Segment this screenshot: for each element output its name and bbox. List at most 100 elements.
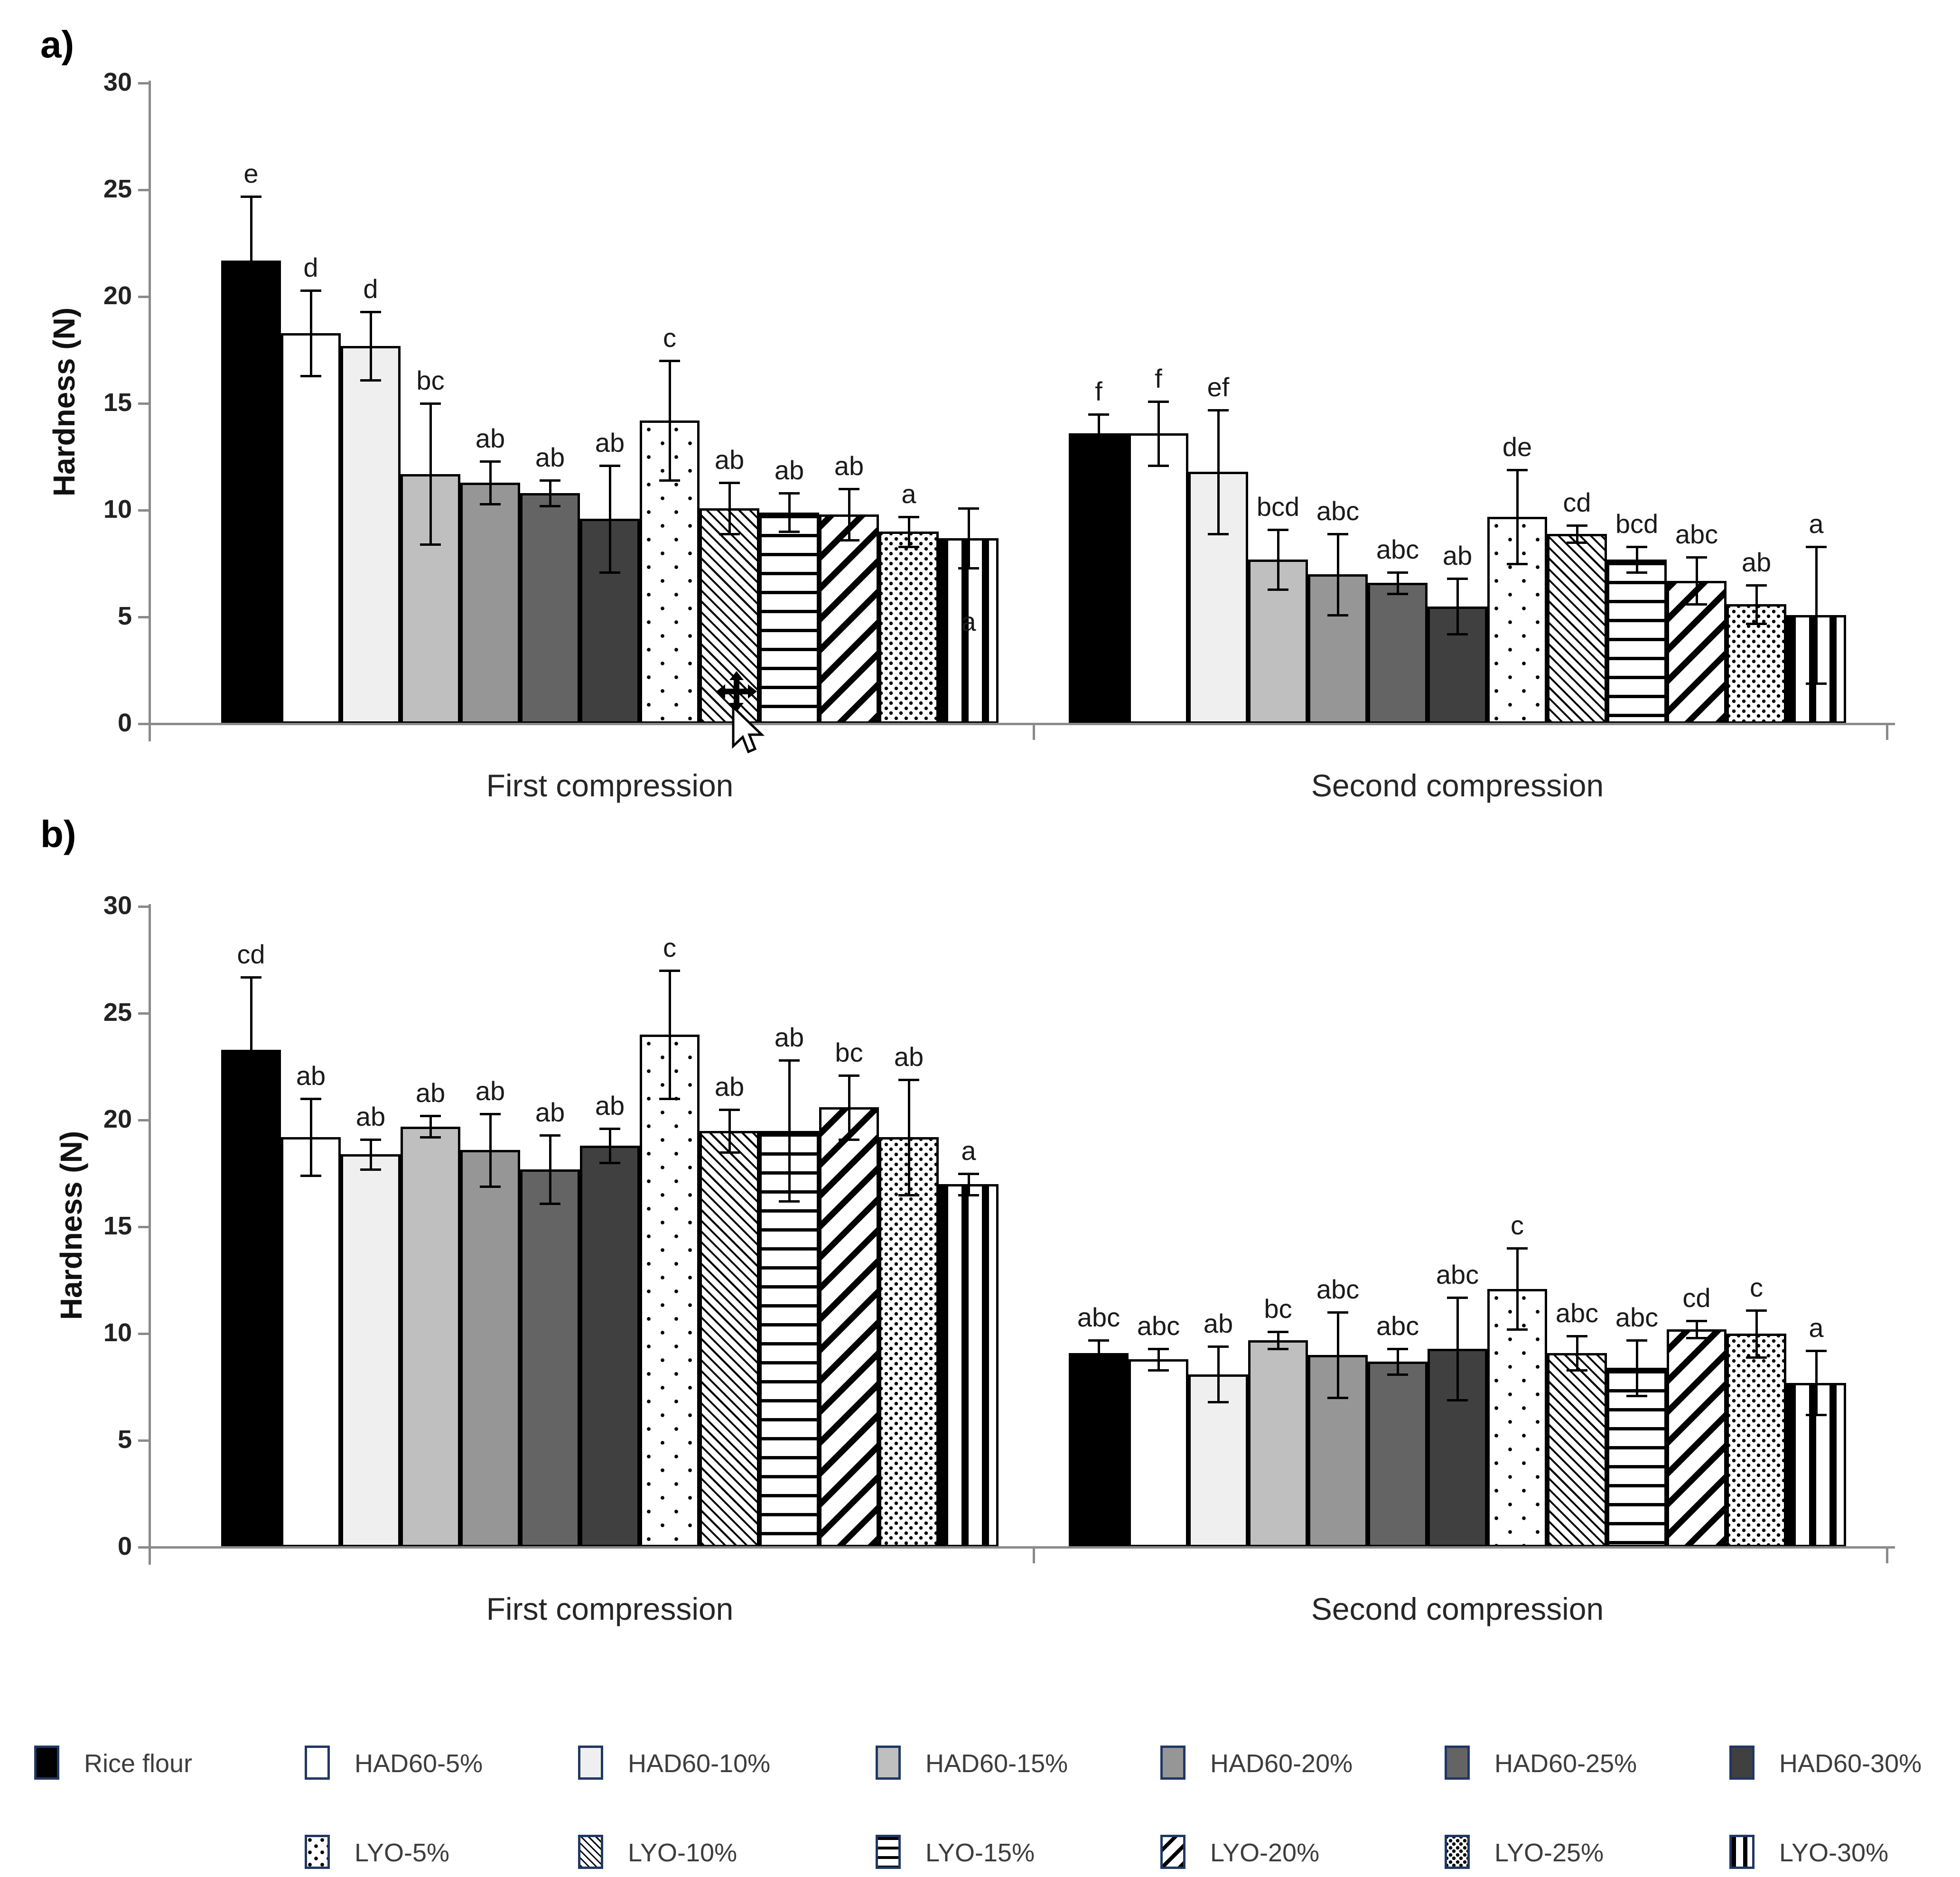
error-cap-bottom bbox=[1507, 1328, 1528, 1331]
error-bar-had60-25 bbox=[549, 1135, 551, 1204]
sig-letter-lyo-25-group2: c bbox=[1750, 1272, 1763, 1302]
error-bar-lyo-30 bbox=[968, 1173, 970, 1195]
y-tick-label: 0 bbox=[117, 709, 132, 737]
legend-label-had60-20: HAD60-20% bbox=[1210, 1749, 1353, 1778]
error-cap-bottom bbox=[1088, 1364, 1109, 1367]
error-cap-bottom bbox=[540, 1202, 560, 1205]
error-cap-top bbox=[241, 976, 261, 979]
error-bar-lyo-10 bbox=[1576, 1335, 1578, 1370]
error-cap-bottom bbox=[779, 531, 800, 533]
error-bar-lyo-5 bbox=[669, 971, 671, 1099]
legend-swatch-lyo-25 bbox=[1445, 1835, 1470, 1869]
sig-letter-had60-5-group2: f bbox=[1155, 363, 1162, 393]
sig-letter-lyo-10-group2: cd bbox=[1563, 487, 1591, 517]
error-bar-lyo-5 bbox=[1516, 1248, 1519, 1329]
error-cap-bottom bbox=[241, 1121, 261, 1124]
error-cap-bottom bbox=[659, 1098, 680, 1100]
error-bar-had60-25 bbox=[549, 480, 551, 506]
bar-lyo-25-group2 bbox=[1727, 604, 1786, 724]
y-tick bbox=[138, 1439, 149, 1442]
y-tick bbox=[138, 82, 149, 84]
error-cap-top bbox=[898, 515, 919, 518]
error-cap-top bbox=[599, 1128, 620, 1130]
mouse-cursor-overlay bbox=[716, 671, 765, 754]
sig-letter-lyo-25-group2: ab bbox=[1741, 547, 1772, 577]
error-bar-lyo-15 bbox=[788, 1060, 791, 1201]
error-cap-bottom bbox=[1626, 571, 1647, 574]
sig-letter-lyo-10-group1: ab bbox=[714, 1071, 745, 1102]
sig-letter-lyo-5-group1: c bbox=[663, 933, 676, 962]
sig-letter-lyo-25-group1: a bbox=[901, 478, 916, 509]
bar-had60-25-group2 bbox=[1368, 1361, 1428, 1547]
y-tick bbox=[138, 189, 149, 191]
sig-letter-had60-10-group1: d bbox=[363, 273, 378, 304]
sig-letter-had60-20-group1: ab bbox=[475, 1075, 505, 1106]
error-cap-bottom bbox=[1686, 603, 1707, 606]
sig-letter-had60-30-group2: abc bbox=[1436, 1259, 1479, 1289]
legend-swatch-lyo-10 bbox=[578, 1835, 603, 1869]
error-bar-lyo-20 bbox=[1696, 1321, 1698, 1338]
error-cap-bottom bbox=[420, 543, 441, 546]
error-bar-lyo-30 bbox=[1815, 546, 1818, 683]
y-tick bbox=[138, 906, 149, 908]
sig-letter-rice-flour-group1: cd bbox=[237, 939, 265, 969]
error-bar-lyo-25 bbox=[1755, 585, 1758, 624]
legend-label-lyo-5: LYO-5% bbox=[355, 1839, 450, 1867]
legend-label-rice-flour: Rice flour bbox=[84, 1749, 193, 1778]
error-cap-bottom bbox=[1268, 1347, 1288, 1350]
bar-had60-5-group2 bbox=[1129, 433, 1188, 724]
error-cap-bottom bbox=[898, 1194, 919, 1196]
error-cap-bottom bbox=[1746, 622, 1767, 625]
sig-letter-had60-15-group1: ab bbox=[415, 1078, 446, 1108]
error-cap-top bbox=[779, 1059, 800, 1062]
error-cap-top bbox=[1447, 578, 1468, 580]
sig-letter-had60-15-group2: bcd bbox=[1256, 491, 1300, 522]
y-tick-label: 30 bbox=[103, 68, 132, 96]
error-bar-had60-10 bbox=[370, 311, 372, 380]
error-cap-top bbox=[1686, 1320, 1707, 1322]
sig-letter-had60-20-group1: ab bbox=[475, 423, 505, 453]
bar-lyo-10-group1 bbox=[700, 508, 759, 724]
bar-had60-15-group2 bbox=[1248, 1340, 1308, 1547]
error-cap-bottom bbox=[241, 323, 261, 326]
sig-letter-had60-30-group1: ab bbox=[595, 1091, 625, 1121]
sig-letter-lyo-15-group1: ab bbox=[774, 1022, 804, 1052]
sig-letter-lyo-20-group1: bc bbox=[835, 1037, 863, 1067]
y-tick bbox=[138, 616, 149, 618]
y-tick-label: 5 bbox=[117, 602, 132, 630]
y-tick-label: 10 bbox=[103, 1318, 132, 1347]
category-label-second-compression: Second compression bbox=[1311, 1591, 1604, 1626]
error-bar-lyo-25 bbox=[908, 1079, 910, 1195]
bar-had60-10-group1 bbox=[341, 346, 401, 724]
bar-lyo-25-group1 bbox=[879, 532, 939, 724]
bar-rice-flour-group2 bbox=[1069, 1353, 1129, 1547]
error-cap-top bbox=[958, 507, 979, 510]
error-cap-top bbox=[1746, 1309, 1767, 1312]
error-cap-top bbox=[1387, 571, 1408, 574]
sig-letter-lyo-25-group1: ab bbox=[894, 1041, 924, 1072]
y-tick-label: 5 bbox=[117, 1425, 132, 1454]
y-tick bbox=[138, 509, 149, 512]
error-bar-lyo-10 bbox=[728, 1109, 731, 1152]
legend-swatch-lyo-5 bbox=[305, 1835, 330, 1869]
bar-had60-20-group1 bbox=[460, 1150, 520, 1547]
bar-lyo-20-group1 bbox=[819, 514, 879, 724]
sig-letter-had60-10-group2: ab bbox=[1203, 1308, 1233, 1338]
error-cap-top bbox=[1327, 532, 1348, 535]
legend-swatch-had60-10 bbox=[578, 1746, 603, 1780]
error-bar-lyo-5 bbox=[669, 361, 671, 480]
sig-letter-had60-10-group2: ef bbox=[1207, 372, 1230, 402]
error-cap-top bbox=[1088, 1339, 1109, 1342]
category-label-first-compression: First compression bbox=[486, 1591, 734, 1626]
error-cap-bottom bbox=[480, 1185, 501, 1188]
error-bar-lyo-15 bbox=[1636, 1340, 1638, 1396]
error-bar-had60-15 bbox=[1277, 529, 1279, 589]
error-bar-had60-20 bbox=[489, 1113, 492, 1186]
x-tick bbox=[149, 724, 151, 740]
error-bar-lyo-25 bbox=[908, 516, 910, 547]
y-tick-label: 30 bbox=[103, 891, 132, 920]
error-cap-top bbox=[1746, 584, 1767, 587]
error-cap-bottom bbox=[1148, 464, 1169, 467]
y-tick-label: 25 bbox=[103, 175, 132, 203]
